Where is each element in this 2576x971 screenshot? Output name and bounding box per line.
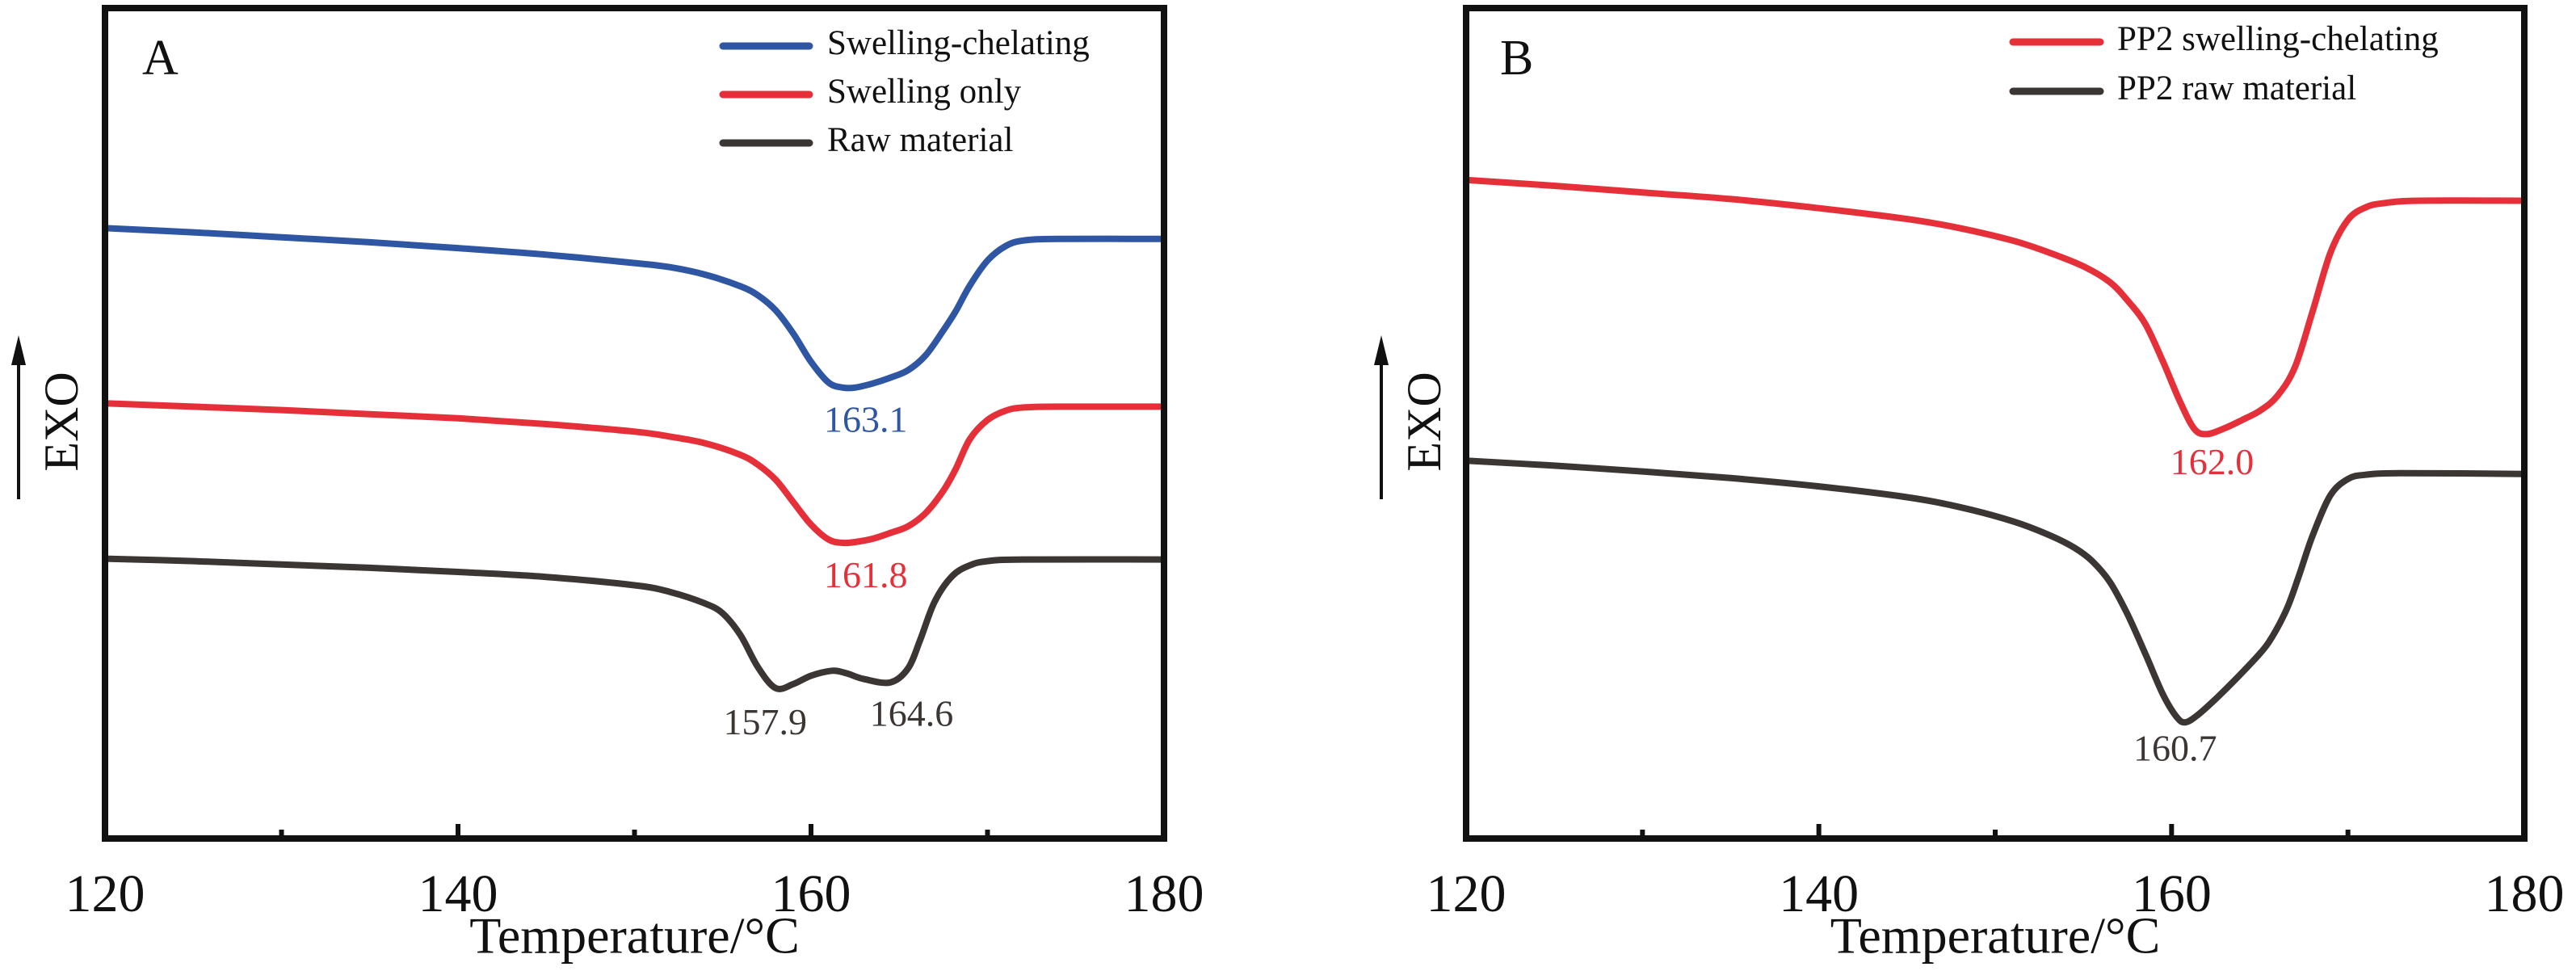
series-line-swelling-only <box>102 400 1167 547</box>
panel-b: 162.0 160.7 120 140 160 180 Temperature/°C EXO B… <box>1374 5 2565 965</box>
arrow-head <box>1374 335 1389 365</box>
panel-letter: B <box>1500 31 1533 86</box>
x-tick-label: 160 <box>771 864 851 923</box>
x-tick-label: 140 <box>1779 864 1859 923</box>
legend-item: PP2 raw material <box>2009 69 2356 107</box>
x-tick-label: 120 <box>65 864 145 923</box>
legend-item: Swelling-chelating <box>719 24 1090 62</box>
peak-label: 162.0 <box>2170 441 2255 482</box>
peak-label: 164.6 <box>870 692 954 734</box>
series-line-pp2-raw-material <box>1463 457 2528 726</box>
legend: PP2 swelling-chelating PP2 raw material <box>2009 20 2439 107</box>
y-axis-label: EXO <box>35 372 88 471</box>
x-tick-label: 180 <box>1124 864 1204 923</box>
legend-label: Swelling only <box>827 73 1022 111</box>
legend-label: Swelling-chelating <box>827 24 1090 62</box>
peak-label: 163.1 <box>824 399 908 440</box>
x-tick-label: 140 <box>418 864 498 923</box>
exo-arrow-icon <box>11 335 26 499</box>
x-tick-label: 120 <box>1427 864 1507 923</box>
exo-arrow-icon <box>1374 335 1389 499</box>
peak-label: 160.7 <box>2133 728 2217 769</box>
peak-label: 161.8 <box>824 554 908 595</box>
legend-label: PP2 swelling-chelating <box>2117 20 2439 58</box>
legend-item: Raw material <box>719 121 1013 159</box>
plot-frame <box>1463 5 2528 842</box>
panel-letter: A <box>142 31 179 86</box>
panel-a: 163.1 161.8 157.9 164.6 120 140 160 180 Temperat… <box>11 5 1204 965</box>
legend-item: PP2 swelling-chelating <box>2009 20 2439 58</box>
peak-label: 157.9 <box>723 701 807 742</box>
x-axis-label: Temperature/°C <box>469 907 800 965</box>
series-line-pp2-swelling-chelating <box>1463 176 2528 438</box>
arrow-head <box>11 335 26 365</box>
legend-item: Swelling only <box>719 73 1022 111</box>
y-axis-label: EXO <box>1397 372 1451 471</box>
x-tick-label: 180 <box>2485 864 2565 923</box>
series-line-raw-material <box>102 555 1167 692</box>
legend: Swelling-chelating Swelling only Raw mater… <box>719 24 1090 159</box>
x-axis-label: Temperature/°C <box>1830 907 2161 965</box>
legend-label: PP2 raw material <box>2117 69 2356 107</box>
legend-label: Raw material <box>827 121 1013 159</box>
x-tick-label: 160 <box>2132 864 2212 923</box>
series-line-swelling-chelating <box>102 225 1167 392</box>
